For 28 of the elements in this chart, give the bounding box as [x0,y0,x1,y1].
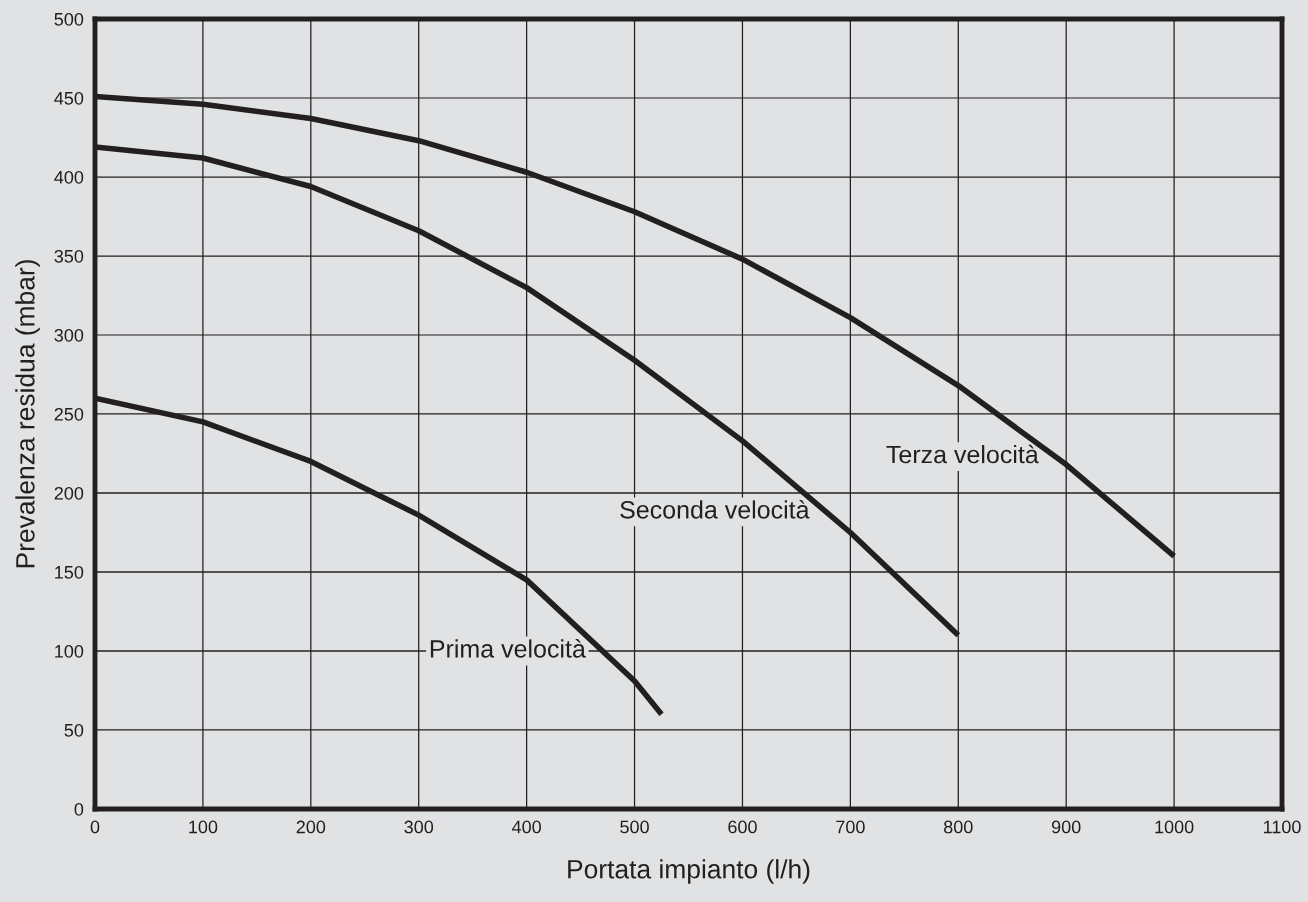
y-tick-label: 350 [54,249,84,263]
x-axis-title: Portata impianto (l/h) [568,859,810,884]
x-tick-label: 900 [1051,820,1081,834]
y-tick-label: 250 [54,407,84,421]
x-tick-label: 200 [296,820,326,834]
y-tick-label: 0 [74,802,84,816]
y-tick-label: 300 [54,328,84,342]
y-tick-label: 450 [54,91,84,105]
series-label: Terza velocità [886,444,1039,464]
series-label: Prima velocità [430,639,586,658]
y-tick-label: 100 [55,644,84,658]
y-axis-title: Prevalenza residua (mbar) [15,260,40,568]
x-tick-label: 300 [404,820,434,834]
x-tick-label: 500 [620,820,649,834]
y-tick-label: 50 [64,723,84,737]
y-tick-label: 500 [54,12,84,26]
y-tick-label: 200 [54,486,84,500]
x-tick-label: 400 [511,820,541,834]
x-tick-label: 1100 [1263,820,1301,834]
x-tick-label: 0 [90,820,100,834]
x-tick-label: 100 [189,820,218,834]
x-tick-label: 1000 [1155,820,1194,834]
y-tick-label: 150 [55,565,84,579]
x-tick-label: 700 [836,820,865,834]
y-tick-label: 400 [54,170,84,184]
x-tick-label: 800 [944,820,973,834]
x-tick-label: 600 [728,820,757,834]
series-label: Seconda velocità [620,500,810,519]
